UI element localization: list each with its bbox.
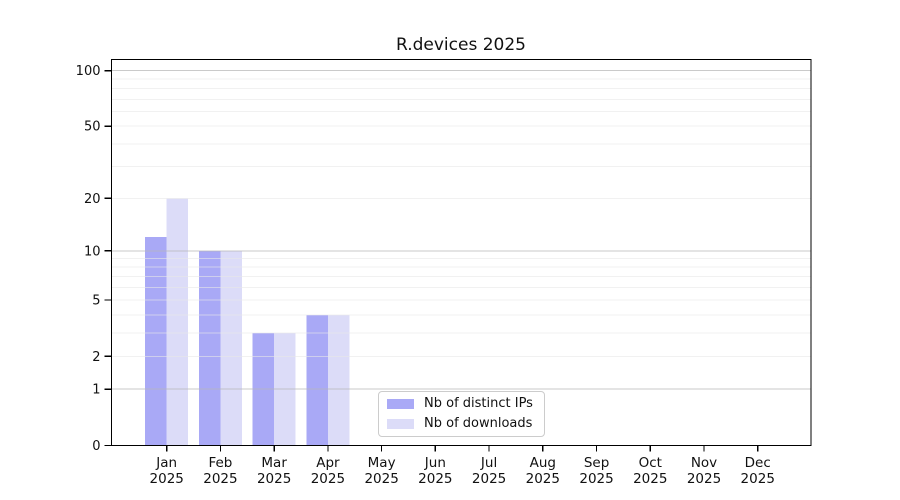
x-tick-label-year: 2025 [741,471,775,487]
x-tick-label-month: May [368,455,396,471]
x-tick-label-month: Oct [639,455,662,471]
y-tick-label: 50 [84,120,101,135]
x-tick-label-year: 2025 [364,471,398,487]
bar-downloads-feb [220,250,242,446]
bar-distinct-ips-apr [306,314,328,446]
x-tick-label-month: Nov [691,455,717,471]
x-tick-label-month: Jun [424,455,446,471]
x-tick-label-month: Jul [480,455,497,471]
legend-swatch-downloads [387,419,414,429]
legend-item-distinct-ips: Nb of distinct IPs [387,394,544,414]
legend-label-downloads: Nb of downloads [424,416,533,431]
x-tick-label-year: 2025 [579,471,613,487]
x-tick-label-month: Jan [155,455,177,471]
legend-label-distinct-ips: Nb of distinct IPs [424,396,533,411]
legend-item-downloads: Nb of downloads [387,414,544,434]
y-tick-label: 20 [84,192,101,207]
x-tick-label-year: 2025 [203,471,237,487]
x-tick-label-year: 2025 [311,471,345,487]
y-tick-label: 10 [84,244,101,259]
x-tick-label-year: 2025 [150,471,184,487]
y-tick-label: 2 [92,350,100,365]
x-tick-label-year: 2025 [257,471,291,487]
chart-title: R.devices 2025 [396,35,526,55]
y-tick-label: 1 [92,383,100,398]
legend-swatch-distinct-ips [387,399,414,409]
legend: Nb of distinct IPs Nb of downloads [378,391,545,437]
y-tick-label: 5 [92,293,100,308]
y-tick-label: 0 [92,439,100,454]
x-tick-label-month: Dec [745,455,771,471]
y-tick-label: 100 [76,64,101,79]
bar-distinct-ips-feb [198,250,221,446]
x-tick-label-month: Aug [530,455,556,471]
bar-downloads-apr [327,314,350,446]
x-tick-label-year: 2025 [418,471,452,487]
x-tick-label-year: 2025 [472,471,506,487]
bar-downloads-jan [166,198,189,446]
x-tick-label-month: Mar [261,455,287,471]
x-tick-label-year: 2025 [526,471,560,487]
x-tick-label-year: 2025 [687,471,721,487]
axes-spines [110,58,812,447]
x-tick-label-month: Sep [584,455,609,471]
x-tick-label-year: 2025 [633,471,667,487]
x-tick-label-month: Feb [208,455,232,471]
x-tick-label-month: Apr [316,455,340,471]
bar-distinct-ips-jan [145,237,167,446]
